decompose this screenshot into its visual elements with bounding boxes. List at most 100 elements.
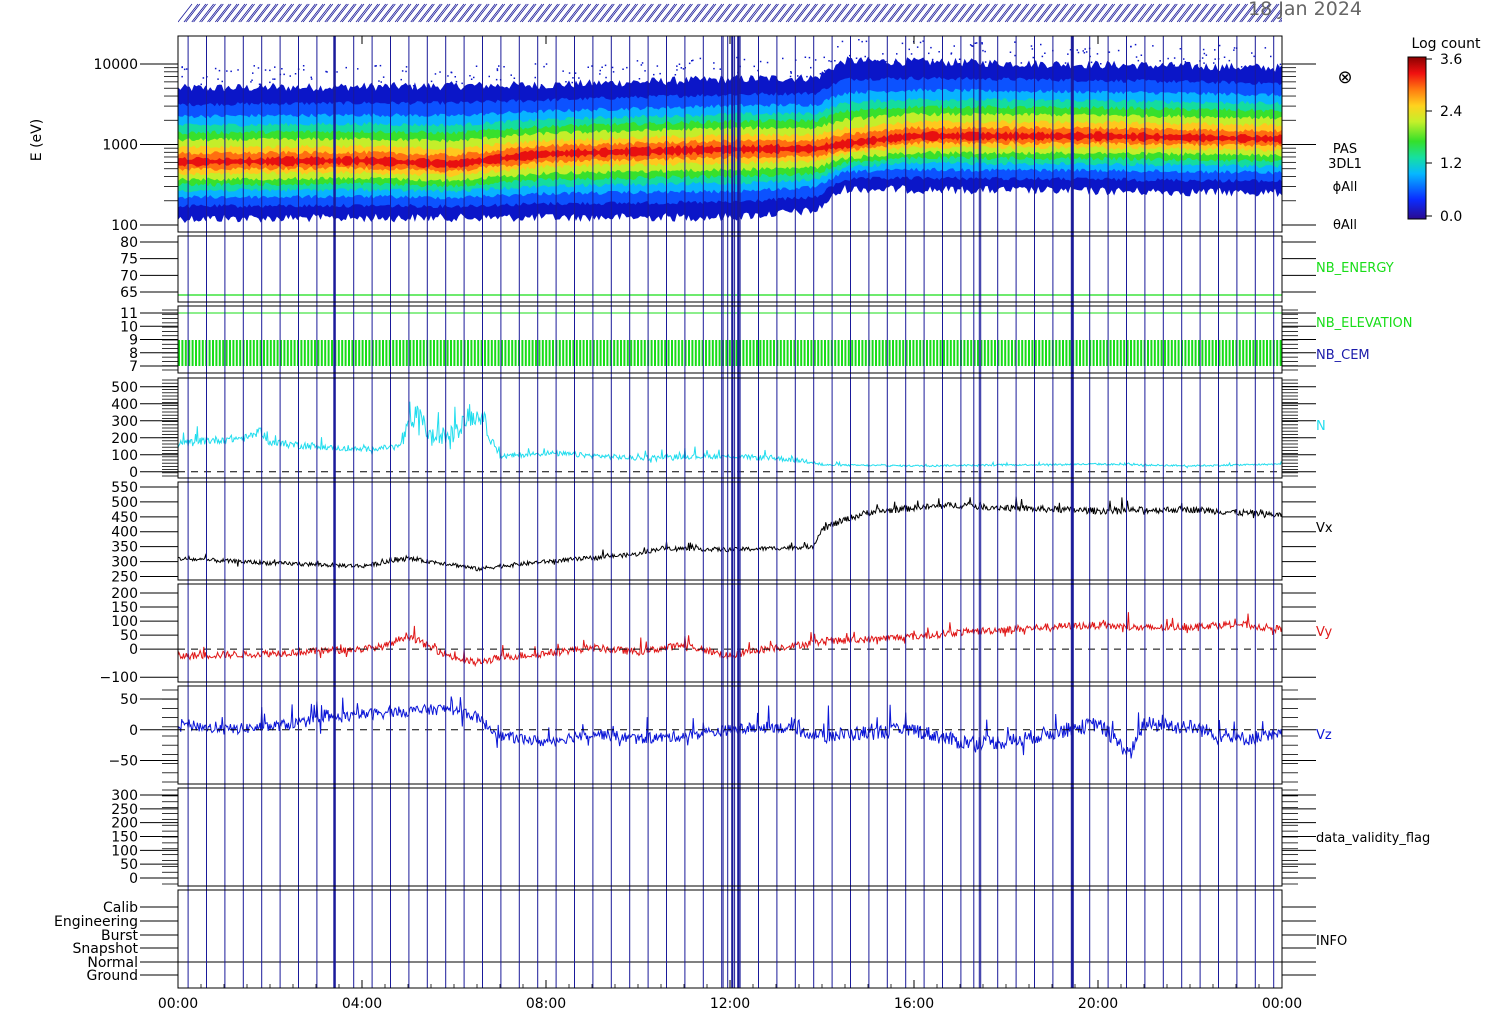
orbit-tick <box>316 3 332 23</box>
spectrogram-noise-pixel <box>953 45 955 47</box>
spectrogram-noise-pixel <box>984 50 986 53</box>
spectrogram-noise-pixel <box>253 65 255 67</box>
spectrogram-noise-pixel <box>808 56 811 59</box>
vy-tick-label: 150 <box>111 600 138 616</box>
spectrogram-noise-pixel <box>226 70 228 72</box>
spectrogram-noise-pixel <box>185 68 188 70</box>
vx-tick-label: 500 <box>111 495 138 511</box>
spectrogram-noise-pixel <box>611 66 614 69</box>
spectrogram-noise-pixel <box>565 81 567 83</box>
orbit-tick <box>334 3 349 23</box>
vx-tick-label: 250 <box>111 570 138 586</box>
spectrogram-noise-pixel <box>1117 49 1120 52</box>
orbit-tick <box>998 3 1014 23</box>
orbit-tick <box>936 3 951 23</box>
orbit-tick <box>1225 3 1241 23</box>
nb-energy-tick-label: 65 <box>120 285 138 301</box>
orbit-tick <box>1248 3 1264 23</box>
orbit-tick <box>1012 3 1028 23</box>
orbit-tick <box>668 3 684 23</box>
orbit-tick <box>355 3 371 23</box>
spectrogram-noise-pixel <box>574 72 577 74</box>
orbit-tick <box>670 3 686 23</box>
spectrogram-noise-pixel <box>641 62 644 64</box>
spectrogram-noise-pixel <box>916 46 919 48</box>
orbit-tick <box>605 3 621 23</box>
spectrogram-noise-pixel <box>1140 54 1143 56</box>
spectrogram-noise-pixel <box>447 75 449 77</box>
spectrogram-noise-pixel <box>540 84 543 86</box>
spectrogram-noise-pixel <box>1279 63 1282 66</box>
spectrogram-noise-pixel <box>674 74 677 76</box>
spectrogram-noise-pixel <box>1203 52 1206 55</box>
orbit-tick <box>576 3 592 23</box>
validity-label: data_validity_flag <box>1316 831 1430 846</box>
spectrogram-noise-pixel <box>587 66 589 68</box>
orbit-tick <box>545 3 560 23</box>
orbit-tick <box>967 3 983 23</box>
spectrogram-noise-pixel <box>1090 61 1093 64</box>
spectrogram-noise-pixel <box>759 60 762 63</box>
orbit-tick <box>803 3 818 23</box>
orbit-tick <box>506 3 521 23</box>
plot-date: 18 Jan 2024 <box>1248 0 1362 20</box>
orbit-tick <box>996 3 1012 23</box>
orbit-tick <box>1256 3 1272 23</box>
orbit-tick <box>1116 3 1131 23</box>
spectrogram-noise-pixel <box>814 59 817 61</box>
spectrogram-noise-pixel <box>1159 60 1161 62</box>
spectrogram-tick-label: 100 <box>111 218 138 234</box>
spectrogram-noise-pixel <box>1214 58 1216 60</box>
vz-label: Vz <box>1316 728 1332 743</box>
orbit-tick <box>1037 3 1053 23</box>
spectrogram-noise-pixel <box>806 75 808 78</box>
orbit-tick <box>715 3 731 23</box>
orbit-tick <box>498 3 513 23</box>
orbit-tick <box>230 3 246 23</box>
orbit-tick <box>341 3 357 23</box>
vy-tick-label: −100 <box>100 670 138 686</box>
spectrogram-noise-pixel <box>894 61 896 63</box>
spectrogram-noise-pixel <box>1233 49 1235 51</box>
density-trace <box>178 401 1282 469</box>
spectrogram-noise-pixel <box>691 60 693 62</box>
spectrogram-noise-pixel <box>1130 45 1132 48</box>
spectrogram-noise-pixel <box>1152 45 1154 47</box>
orbit-tick <box>856 3 871 23</box>
spectrogram-noise-pixel <box>790 72 792 74</box>
orbit-tick <box>871 3 887 23</box>
orbit-tick <box>879 3 895 23</box>
time-axis: 00:00 04:00 08:00 12:00 16:00 20:00 00:00 <box>158 36 1302 1012</box>
orbit-tick <box>660 3 676 23</box>
orbit-tick <box>740 3 756 23</box>
orbit-tick <box>1137 3 1153 23</box>
density-tick-label: 100 <box>111 448 138 464</box>
orbit-tick <box>1176 3 1192 23</box>
panel-frame-nbe <box>177 235 1283 303</box>
orbit-tick <box>676 3 692 23</box>
orbit-tick <box>208 3 224 23</box>
spectrogram-noise-pixel <box>753 65 755 68</box>
orbit-tick <box>950 3 965 23</box>
density-tick-label: 400 <box>111 397 138 413</box>
orbit-tick <box>918 3 934 23</box>
orbit-tick <box>639 3 654 23</box>
spectrogram-noise-pixel <box>1067 53 1069 55</box>
spectrogram-noise-pixel <box>678 63 681 65</box>
spectrogram-noise-pixel <box>545 63 548 65</box>
spectrogram-noise-pixel <box>659 72 661 75</box>
orbit-tick <box>287 3 302 23</box>
spectrogram-noise-pixel <box>455 80 458 83</box>
spectrogram-noise-pixel <box>653 73 655 76</box>
orbit-tick <box>404 3 420 23</box>
orbit-tick <box>482 3 498 23</box>
spectrogram-noise-pixel <box>865 40 868 43</box>
orbit-tick <box>873 3 889 23</box>
spectrogram-noise-pixel <box>380 81 382 83</box>
vz-tick-label: 50 <box>120 692 138 708</box>
spectrogram-noise-pixel <box>950 52 953 54</box>
orbit-tick <box>983 3 998 23</box>
spectrogram-noise-pixel <box>810 66 812 69</box>
